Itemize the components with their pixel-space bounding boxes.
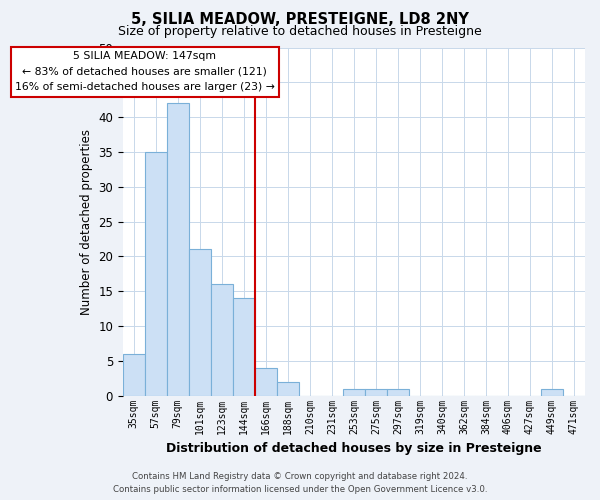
Bar <box>541 388 563 396</box>
Y-axis label: Number of detached properties: Number of detached properties <box>80 128 92 314</box>
Bar <box>387 388 409 396</box>
Bar <box>189 250 211 396</box>
Bar <box>145 152 167 396</box>
Bar <box>255 368 277 396</box>
Bar <box>211 284 233 396</box>
Bar <box>123 354 145 396</box>
Text: Contains HM Land Registry data © Crown copyright and database right 2024.
Contai: Contains HM Land Registry data © Crown c… <box>113 472 487 494</box>
Bar <box>167 103 189 396</box>
Bar <box>233 298 255 396</box>
Text: 5, SILIA MEADOW, PRESTEIGNE, LD8 2NY: 5, SILIA MEADOW, PRESTEIGNE, LD8 2NY <box>131 12 469 28</box>
Text: 5 SILIA MEADOW: 147sqm
← 83% of detached houses are smaller (121)
16% of semi-de: 5 SILIA MEADOW: 147sqm ← 83% of detached… <box>15 51 275 92</box>
Bar <box>277 382 299 396</box>
X-axis label: Distribution of detached houses by size in Presteigne: Distribution of detached houses by size … <box>166 442 542 455</box>
Bar <box>365 388 387 396</box>
Text: Size of property relative to detached houses in Presteigne: Size of property relative to detached ho… <box>118 25 482 38</box>
Bar <box>343 388 365 396</box>
